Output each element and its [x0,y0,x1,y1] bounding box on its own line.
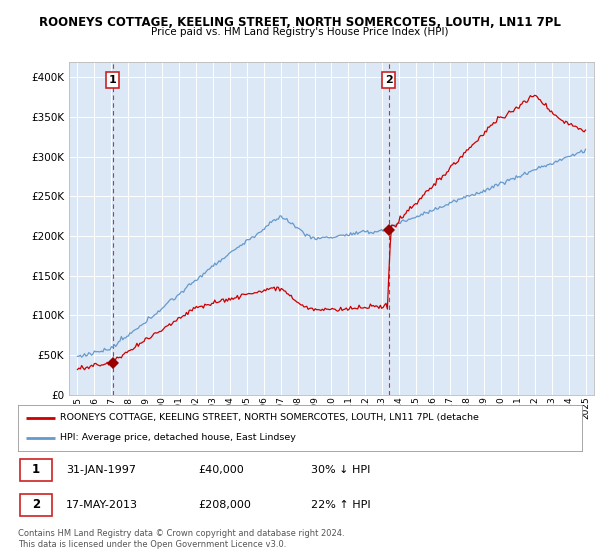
FancyBboxPatch shape [20,494,52,516]
Text: 2: 2 [32,498,40,511]
Text: HPI: Average price, detached house, East Lindsey: HPI: Average price, detached house, East… [60,433,296,442]
Text: 31-JAN-1997: 31-JAN-1997 [66,465,136,475]
Text: £208,000: £208,000 [199,500,251,510]
Text: Contains HM Land Registry data © Crown copyright and database right 2024.
This d: Contains HM Land Registry data © Crown c… [18,529,344,549]
Text: 1: 1 [32,463,40,476]
Text: 22% ↑ HPI: 22% ↑ HPI [311,500,371,510]
Text: Price paid vs. HM Land Registry's House Price Index (HPI): Price paid vs. HM Land Registry's House … [151,27,449,38]
Text: £40,000: £40,000 [199,465,244,475]
Text: 2: 2 [385,75,392,85]
Text: ROONEYS COTTAGE, KEELING STREET, NORTH SOMERCOTES, LOUTH, LN11 7PL (detache: ROONEYS COTTAGE, KEELING STREET, NORTH S… [60,413,479,422]
FancyBboxPatch shape [20,459,52,480]
Text: ROONEYS COTTAGE, KEELING STREET, NORTH SOMERCOTES, LOUTH, LN11 7PL: ROONEYS COTTAGE, KEELING STREET, NORTH S… [39,16,561,29]
Text: 17-MAY-2013: 17-MAY-2013 [66,500,138,510]
Text: 30% ↓ HPI: 30% ↓ HPI [311,465,371,475]
Text: 1: 1 [109,75,116,85]
